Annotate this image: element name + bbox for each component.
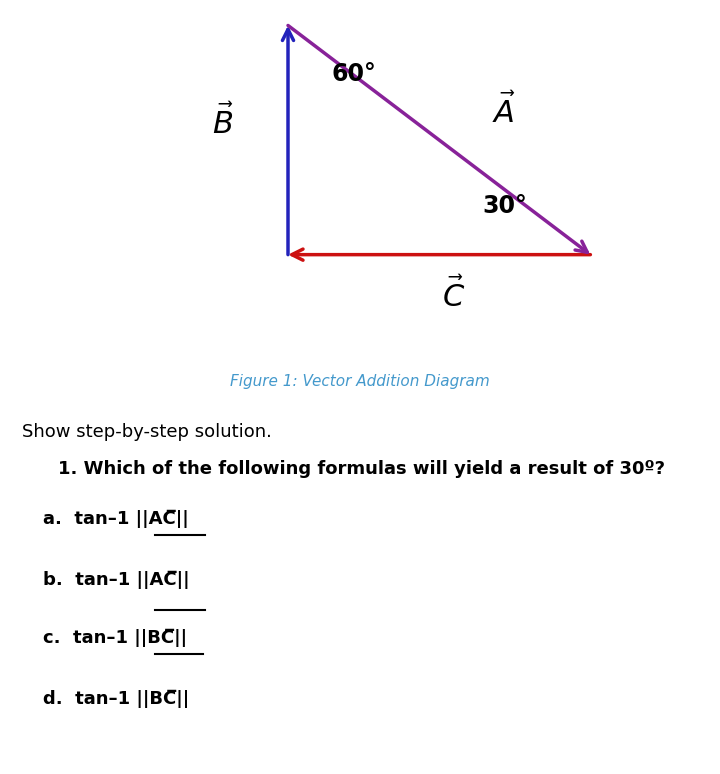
Text: b.  tan–1 ||AC̅̅||: b. tan–1 ||AC̅̅||: [43, 571, 190, 589]
Text: d.  tan–1 ||BC̅̅||: d. tan–1 ||BC̅̅||: [43, 690, 189, 708]
Text: 30°: 30°: [482, 194, 527, 218]
Text: Show step-by-step solution.: Show step-by-step solution.: [22, 423, 271, 441]
Text: Figure 1: Vector Addition Diagram: Figure 1: Vector Addition Diagram: [230, 374, 490, 389]
Text: $\vec{A}$: $\vec{A}$: [492, 93, 516, 129]
Text: c.  tan–1 ||BC̅||: c. tan–1 ||BC̅||: [43, 628, 187, 646]
Text: $\vec{C}$: $\vec{C}$: [442, 276, 465, 313]
Text: $\vec{B}$: $\vec{B}$: [212, 104, 234, 140]
Text: a.  tan–1 ||AC̅||: a. tan–1 ||AC̅||: [43, 509, 189, 528]
Text: 1. Which of the following formulas will yield a result of 30º?: 1. Which of the following formulas will …: [58, 461, 665, 478]
Text: 60°: 60°: [331, 62, 376, 86]
